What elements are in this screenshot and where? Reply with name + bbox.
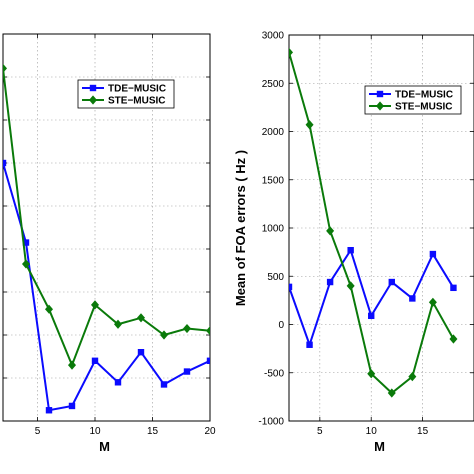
tde-music-point xyxy=(68,402,76,410)
ste-music-point xyxy=(45,304,53,314)
x-tick-label: 15 xyxy=(417,426,429,437)
tde-music-point xyxy=(45,407,53,414)
y-tick-label: -500 xyxy=(264,368,284,379)
ste-music-point xyxy=(326,226,335,236)
x-tick-label: 10 xyxy=(366,426,378,437)
ste-music-point xyxy=(137,313,145,323)
tde-music-legend-marker xyxy=(89,84,97,92)
tde-music-point xyxy=(206,357,210,364)
y-tick-label: -1000 xyxy=(258,417,284,428)
ste-music-point xyxy=(68,360,76,370)
tde-music-legend-label: TDE−MUSIC xyxy=(108,84,166,95)
ste-music-legend-label: STE−MUSIC xyxy=(108,96,166,107)
ste-music-point xyxy=(91,300,99,310)
y-tick-label: 500 xyxy=(267,272,284,283)
y-tick-label: 3000 xyxy=(262,31,285,42)
ste-music-point xyxy=(206,326,210,336)
tde-music-point xyxy=(3,159,7,167)
tde-music-point xyxy=(306,341,313,348)
right-chart: 5 10 15 -1000 -500 0 500 1000 1500 2000 2500 3000 M M… xyxy=(233,31,474,454)
tde-music-point xyxy=(347,246,354,254)
y-tick-label: 2000 xyxy=(262,127,285,138)
tde-music-point xyxy=(450,284,457,292)
tde-music-point xyxy=(388,278,395,286)
ste-music-point xyxy=(387,388,396,398)
plot-frame xyxy=(2,33,211,422)
tde-music-legend-label: TDE−MUSIC xyxy=(395,90,453,101)
tde-music-point xyxy=(114,379,122,386)
tde-music-legend-marker xyxy=(376,90,384,98)
ste-music-point xyxy=(408,372,417,382)
ste-music-point xyxy=(367,369,376,379)
tde-music-point xyxy=(137,349,145,356)
tde-music-line xyxy=(3,162,210,412)
ste-music-legend-label: STE−MUSIC xyxy=(395,102,453,113)
plot-area xyxy=(289,47,458,398)
x-tick-label: 5 xyxy=(35,426,41,437)
ste-music-point xyxy=(305,120,314,130)
tde-music-point xyxy=(368,312,375,320)
ste-music-point xyxy=(346,281,355,291)
y-tick-label: 1500 xyxy=(262,175,285,186)
tde-music-point xyxy=(289,283,293,291)
ste-music-legend-marker xyxy=(376,101,384,111)
tde-music-point xyxy=(160,381,168,388)
ste-music-point xyxy=(114,319,122,329)
ste-music-legend-marker xyxy=(89,95,97,105)
tde-music-point xyxy=(91,357,99,364)
y-axis-label: Mean of FOA errors ( Hz ) xyxy=(233,150,248,306)
x-tick-label: 20 xyxy=(204,426,216,437)
y-tick-label: 0 xyxy=(278,320,284,331)
ste-music-point xyxy=(428,297,437,307)
ste-music-point xyxy=(289,47,293,57)
tde-music-point xyxy=(409,295,416,302)
tde-music-point xyxy=(22,239,30,246)
x-tick-label: 15 xyxy=(147,426,159,437)
ste-music-point xyxy=(3,63,7,73)
x-tick-label: 5 xyxy=(317,426,323,437)
plot-area xyxy=(3,63,210,414)
ste-music-line xyxy=(3,68,210,368)
x-axis-label: M xyxy=(374,439,385,454)
tde-music-point xyxy=(326,278,334,286)
ste-music-point xyxy=(183,323,191,334)
x-tick-label: 10 xyxy=(89,426,101,437)
y-tick-label: 2500 xyxy=(262,79,285,90)
y-tick-label: 1000 xyxy=(262,224,285,235)
ste-music-point xyxy=(22,259,30,269)
tde-music-point xyxy=(429,250,437,258)
x-axis-label: M xyxy=(99,439,110,454)
ste-music-point xyxy=(449,334,458,344)
tde-music-point xyxy=(183,368,191,375)
ste-music-point xyxy=(160,330,168,340)
